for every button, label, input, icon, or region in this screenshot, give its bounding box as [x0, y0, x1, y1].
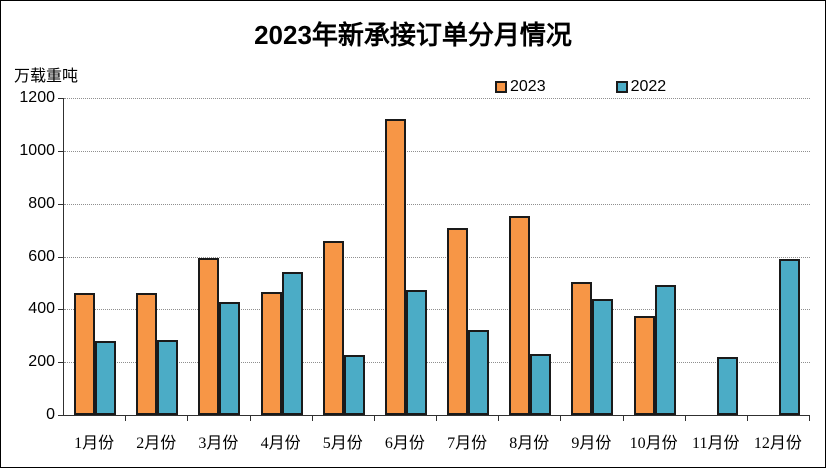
legend-swatch-2022-icon	[615, 81, 628, 93]
x-axis-tick-10	[684, 416, 686, 421]
chart-title: 2023年新承接订单分月情况	[254, 20, 572, 50]
x-axis-tick-6	[436, 416, 437, 421]
bar-2023-7月份	[447, 228, 469, 415]
x-axis-tick-3	[249, 416, 251, 421]
gridline-1200	[64, 98, 810, 99]
bar-2023-10月份	[633, 316, 655, 415]
y-tick-label-800: 800	[28, 194, 55, 212]
bar-2022-8月份	[530, 354, 552, 415]
x-tick-label-1月份: 1月份	[74, 435, 115, 452]
legend: 2023 2022	[495, 78, 667, 95]
legend-label-2022: 2022	[630, 78, 667, 95]
gridline-800	[64, 203, 810, 205]
bar-2022-9月份	[592, 299, 614, 415]
y-tick-label-600: 600	[28, 247, 55, 265]
bar-2023-2月份	[136, 293, 158, 415]
x-tick-label-4月份: 4月份	[260, 435, 301, 452]
x-axis-tick-2	[187, 416, 189, 421]
bar-2023-6月份	[384, 119, 406, 415]
legend-label-2023: 2023	[510, 78, 546, 95]
y-axis-tick-1200	[58, 98, 64, 99]
bar-2022-2月份	[157, 340, 179, 415]
bar-2022-6月份	[405, 290, 427, 415]
y-axis-tick-600	[58, 256, 64, 258]
y-tick-label-200: 200	[28, 353, 55, 371]
gridline-200	[64, 362, 810, 364]
bar-2022-4月份	[281, 272, 303, 415]
plot-area	[58, 98, 810, 421]
x-tick-label-11月份: 11月份	[692, 435, 740, 452]
bar-2023-9月份	[571, 282, 593, 415]
x-tick-label-7月份: 7月份	[447, 435, 488, 452]
bar-2022-7月份	[468, 330, 490, 415]
y-tick-label-1200: 1200	[19, 89, 55, 106]
x-tick-label-6月份: 6月份	[384, 435, 425, 452]
y-axis-tick-800	[58, 203, 64, 205]
x-tick-label-5月份: 5月份	[322, 435, 363, 452]
y-tick-label-0: 0	[46, 406, 55, 423]
y-axis-tick-1000	[58, 150, 64, 152]
y-axis-tick-0	[58, 415, 64, 416]
y-axis-unit-label: 万载重吨	[14, 68, 79, 85]
x-tick-label-9月份: 9月份	[571, 435, 612, 452]
legend-item-2023: 2023	[495, 78, 546, 95]
bar-2023-5月份	[322, 241, 344, 415]
x-axis-tick-8	[560, 416, 562, 421]
x-tick-label-8月份: 8月份	[509, 435, 550, 452]
bar-2022-12月份	[778, 259, 800, 415]
x-axis-tick-9	[622, 416, 624, 421]
bar-2022-11月份	[716, 357, 738, 415]
x-axis-tick-1	[125, 416, 127, 421]
bar-2022-1月份	[95, 341, 117, 415]
bar-2022-10月份	[654, 285, 676, 415]
bar-2022-3月份	[219, 302, 241, 415]
x-tick-label-10月份: 10月份	[629, 435, 678, 452]
legend-item-2022: 2022	[615, 78, 667, 95]
x-axis-tick-4	[311, 416, 313, 421]
x-axis-tick-11	[746, 416, 748, 421]
x-tick-label-2月份: 2月份	[136, 435, 177, 452]
bar-2022-5月份	[343, 355, 365, 415]
y-axis-tick-200	[58, 362, 64, 364]
x-axis-tick-5	[373, 416, 375, 421]
legend-swatch-2023-icon	[495, 81, 507, 93]
x-axis-tick-7	[498, 416, 500, 421]
bar-2023-3月份	[198, 258, 220, 415]
y-tick-label-400: 400	[28, 300, 55, 318]
gridline-1000	[64, 150, 810, 152]
y-tick-label-1000: 1000	[19, 141, 55, 159]
x-tick-label-3月份: 3月份	[198, 435, 239, 452]
x-axis-tick-12	[809, 416, 810, 421]
gridline-600	[64, 256, 810, 258]
bar-2023-4月份	[260, 292, 282, 415]
y-axis-tick-400	[58, 309, 64, 311]
gridline-400	[64, 309, 810, 311]
bar-2023-8月份	[509, 216, 531, 415]
x-tick-label-12月份: 12月份	[753, 435, 802, 452]
bar-2023-1月份	[74, 293, 96, 415]
